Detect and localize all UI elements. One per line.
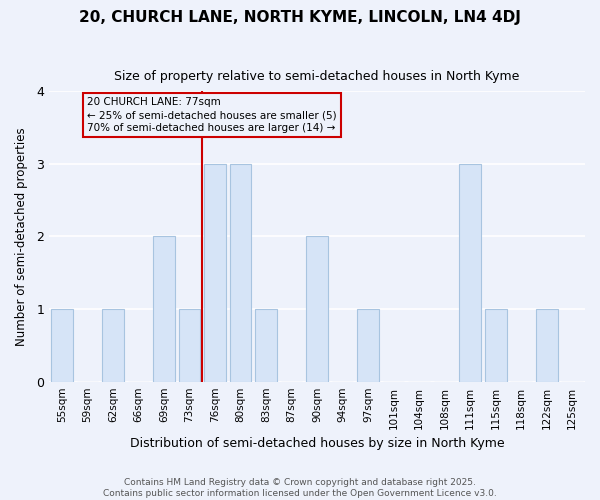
Title: Size of property relative to semi-detached houses in North Kyme: Size of property relative to semi-detach… [115,70,520,83]
Bar [153,236,175,382]
Bar [179,309,200,382]
Text: 20 CHURCH LANE: 77sqm
← 25% of semi-detached houses are smaller (5)
70% of semi-: 20 CHURCH LANE: 77sqm ← 25% of semi-deta… [88,97,337,134]
Bar [485,309,506,382]
X-axis label: Distribution of semi-detached houses by size in North Kyme: Distribution of semi-detached houses by … [130,437,505,450]
Bar [306,236,328,382]
Y-axis label: Number of semi-detached properties: Number of semi-detached properties [15,127,28,346]
Bar [204,164,226,382]
Bar [460,164,481,382]
Bar [536,309,557,382]
Bar [102,309,124,382]
Bar [51,309,73,382]
Text: 20, CHURCH LANE, NORTH KYME, LINCOLN, LN4 4DJ: 20, CHURCH LANE, NORTH KYME, LINCOLN, LN… [79,10,521,25]
Text: Contains HM Land Registry data © Crown copyright and database right 2025.
Contai: Contains HM Land Registry data © Crown c… [103,478,497,498]
Bar [357,309,379,382]
Bar [255,309,277,382]
Bar [230,164,251,382]
